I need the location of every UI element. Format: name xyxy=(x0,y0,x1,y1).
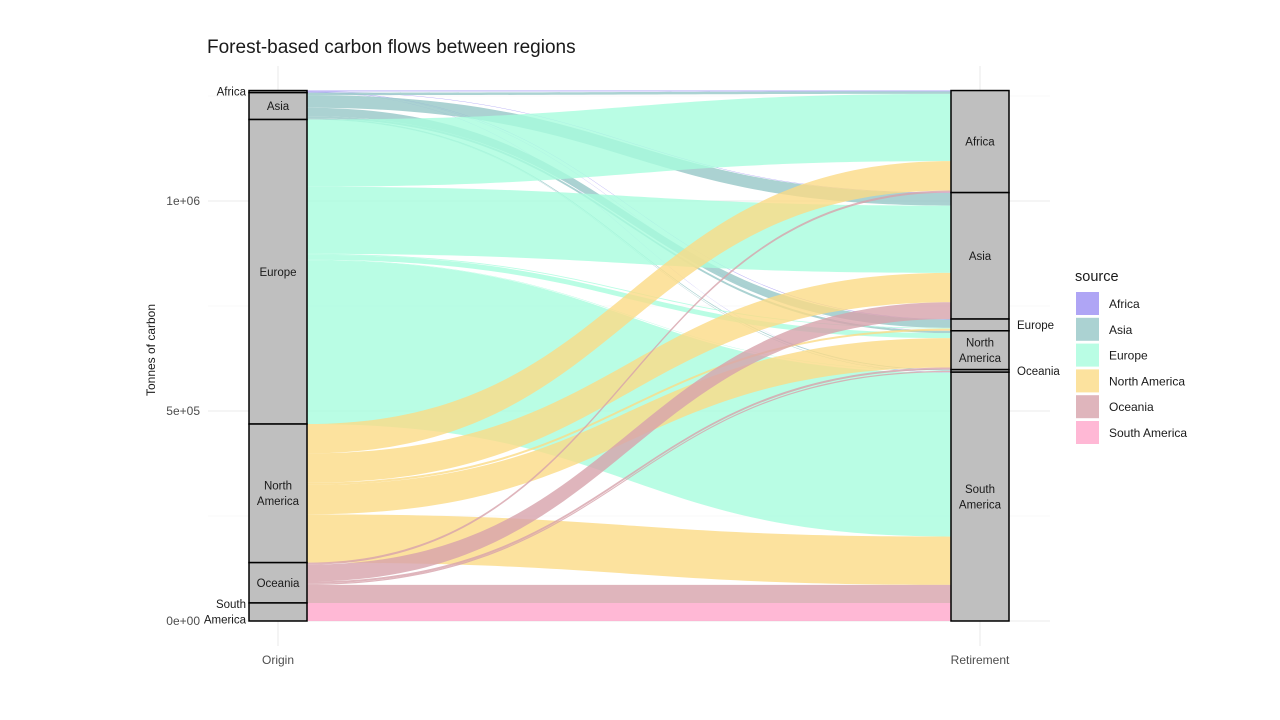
legend-label-europe: Europe xyxy=(1109,349,1148,363)
flow-africa-to-africa xyxy=(307,90,951,92)
stratum-origin-asia xyxy=(248,91,308,121)
legend-label-south-america: South America xyxy=(1109,426,1187,440)
stratum-origin-oceania xyxy=(248,561,308,604)
strata: Africa Asia Europe North America Oceania South… xyxy=(204,87,1061,627)
flow-north-america-to-south-america xyxy=(307,514,951,585)
stratum-label-origin-europe: Europe xyxy=(259,267,296,279)
flow-oceania-to-oceania xyxy=(307,370,951,585)
stratum-label-origin-oceania: Oceania xyxy=(257,578,300,590)
flow-north-america-to-africa xyxy=(307,161,951,454)
stratum-label-origin-north-america: North America xyxy=(257,481,300,509)
x-axis: Origin Retirement xyxy=(262,653,1010,667)
stratum-label-retirement-europe: Europe xyxy=(1017,320,1054,332)
stratum-retirement-north-america xyxy=(950,330,1010,371)
stratum-label-retirement-asia: Asia xyxy=(969,251,992,263)
y-axis-title: Tonnes of carbon xyxy=(144,304,158,396)
legend-label-north-america: North America xyxy=(1109,374,1185,388)
flow-oceania-to-north-america xyxy=(307,367,951,584)
y-axis: 0e+00 5e+05 1e+06 xyxy=(166,194,200,628)
stratum-label-retirement-africa: Africa xyxy=(965,137,995,149)
y-tick-label: 0e+00 xyxy=(166,614,200,628)
flow-oceania-to-south-america xyxy=(307,584,951,603)
flow-europe-to-south-america xyxy=(307,260,951,537)
x-tick-label-retirement: Retirement xyxy=(951,653,1010,667)
legend-label-oceania: Oceania xyxy=(1109,400,1154,414)
legend-key-asia xyxy=(1076,317,1099,341)
flows xyxy=(307,90,951,621)
stratum-label-retirement-south-america: South America xyxy=(959,484,1002,512)
legend-key-oceania xyxy=(1076,395,1099,419)
flow-europe-to-africa xyxy=(307,93,951,187)
y-tick-label: 5e+05 xyxy=(166,404,200,418)
legend-label-africa: Africa xyxy=(1109,297,1140,311)
y-tick-label: 1e+06 xyxy=(166,194,200,208)
stratum-retirement-south-america xyxy=(950,371,1010,622)
stratum-label-origin-africa: Africa xyxy=(217,87,247,99)
stratum-retirement-asia xyxy=(950,191,1010,320)
flow-asia-to-africa xyxy=(307,91,951,96)
flow-north-america-to-europe xyxy=(307,328,951,485)
legend: source Africa Asia Europe North America Ocea… xyxy=(1075,269,1187,444)
stratum-origin-north-america xyxy=(248,423,308,564)
stratum-origin-europe xyxy=(248,118,308,425)
stratum-origin-south-america xyxy=(248,602,308,622)
stratum-label-origin-south-america: South America xyxy=(204,599,247,627)
legend-key-africa xyxy=(1076,292,1099,315)
stratum-retirement-europe xyxy=(950,318,1010,332)
stratum-label-retirement-north-america: North America xyxy=(959,337,1002,365)
legend-key-europe xyxy=(1076,343,1099,367)
stratum-label-retirement-oceania: Oceania xyxy=(1017,366,1060,378)
legend-title: source xyxy=(1075,269,1119,285)
stratum-label-origin-asia: Asia xyxy=(267,101,290,113)
legend-key-north-america xyxy=(1076,369,1099,393)
legend-key-south-america xyxy=(1076,421,1099,444)
flow-north-america-to-north-america xyxy=(307,338,951,515)
flow-europe-to-europe xyxy=(307,253,951,329)
flow-oceania-to-africa xyxy=(307,190,951,565)
chart-title: Forest-based carbon flows between region… xyxy=(207,37,576,58)
x-tick-label-origin: Origin xyxy=(262,653,294,667)
flow-south-america-to-south-america xyxy=(307,602,951,621)
flow-oceania-to-asia xyxy=(307,302,951,582)
legend-label-asia: Asia xyxy=(1109,323,1133,337)
